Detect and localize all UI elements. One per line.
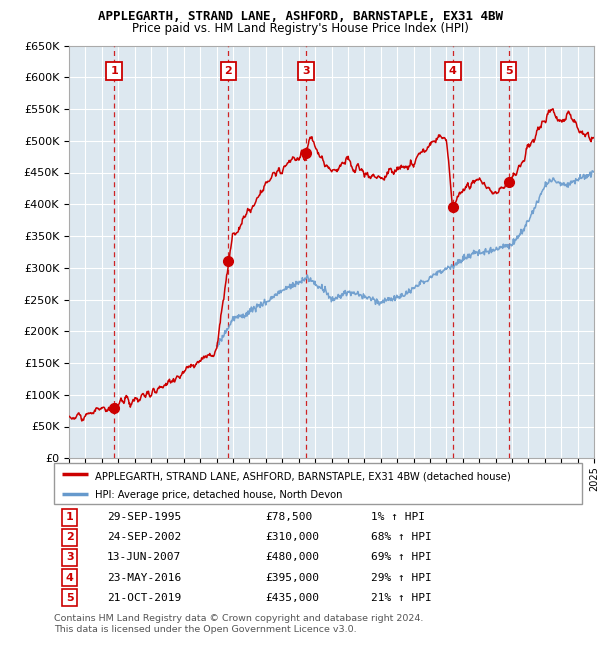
Text: HPI: Average price, detached house, North Devon: HPI: Average price, detached house, Nort… <box>95 490 343 500</box>
Text: £310,000: £310,000 <box>265 532 319 542</box>
Text: 21-OCT-2019: 21-OCT-2019 <box>107 593 181 603</box>
Text: 3: 3 <box>66 552 74 562</box>
Text: 23-MAY-2016: 23-MAY-2016 <box>107 573 181 582</box>
Text: 4: 4 <box>449 66 457 76</box>
Text: £480,000: £480,000 <box>265 552 319 562</box>
Text: £395,000: £395,000 <box>265 573 319 582</box>
Text: Price paid vs. HM Land Registry's House Price Index (HPI): Price paid vs. HM Land Registry's House … <box>131 22 469 35</box>
Text: 5: 5 <box>66 593 74 603</box>
Text: 2: 2 <box>66 532 74 542</box>
Text: 69% ↑ HPI: 69% ↑ HPI <box>371 552 431 562</box>
Text: 3: 3 <box>302 66 310 76</box>
Text: 1: 1 <box>66 512 74 522</box>
Text: 13-JUN-2007: 13-JUN-2007 <box>107 552 181 562</box>
Text: 21% ↑ HPI: 21% ↑ HPI <box>371 593 431 603</box>
Text: APPLEGARTH, STRAND LANE, ASHFORD, BARNSTAPLE, EX31 4BW: APPLEGARTH, STRAND LANE, ASHFORD, BARNST… <box>97 10 503 23</box>
FancyBboxPatch shape <box>54 463 582 504</box>
Text: 29-SEP-1995: 29-SEP-1995 <box>107 512 181 522</box>
Text: 5: 5 <box>505 66 512 76</box>
Text: £435,000: £435,000 <box>265 593 319 603</box>
Text: £78,500: £78,500 <box>265 512 313 522</box>
Text: 29% ↑ HPI: 29% ↑ HPI <box>371 573 431 582</box>
Text: 1: 1 <box>110 66 118 76</box>
Text: 24-SEP-2002: 24-SEP-2002 <box>107 532 181 542</box>
Text: Contains HM Land Registry data © Crown copyright and database right 2024.
This d: Contains HM Land Registry data © Crown c… <box>54 614 424 634</box>
Text: 68% ↑ HPI: 68% ↑ HPI <box>371 532 431 542</box>
Text: 2: 2 <box>224 66 232 76</box>
Text: 4: 4 <box>66 573 74 582</box>
Text: 1% ↑ HPI: 1% ↑ HPI <box>371 512 425 522</box>
Text: APPLEGARTH, STRAND LANE, ASHFORD, BARNSTAPLE, EX31 4BW (detached house): APPLEGARTH, STRAND LANE, ASHFORD, BARNST… <box>95 471 511 482</box>
